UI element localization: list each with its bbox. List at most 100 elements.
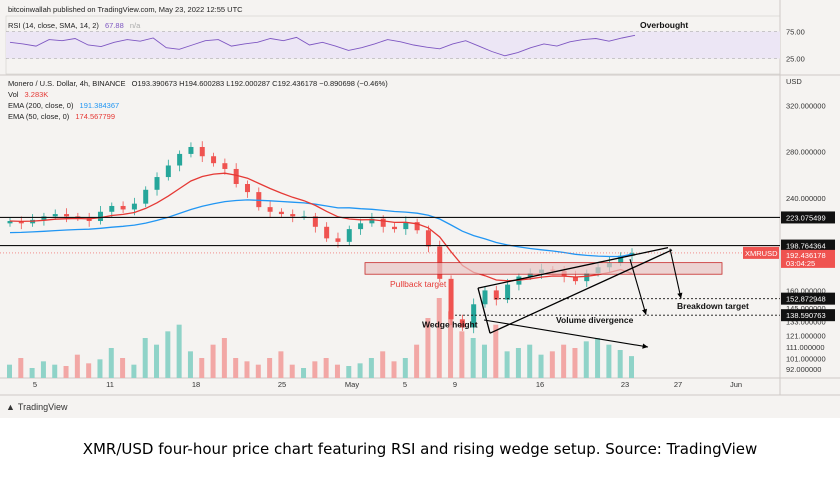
price-panel [7,141,635,334]
symbol-label: Monero / U.S. Dollar, 4h, BINANCE [8,79,126,88]
level-tag [781,239,835,252]
wedge-height-line [477,287,491,334]
candle-body [425,230,431,247]
candle-body [7,221,13,224]
volume-bar [40,361,46,378]
ema200-legend: EMA (200, close, 0) 191.384367 [8,101,123,110]
time-tick-label: 9 [453,380,457,389]
ema200-label: EMA (200, close, 0) [8,101,74,110]
time-tick-label: 23 [621,380,629,389]
time-tick-label: 27 [674,380,682,389]
candle-body [572,276,578,282]
volume-bar [86,363,92,378]
volume-bar [154,344,160,378]
volume-bar [572,348,578,378]
vol-label: Vol [8,90,19,99]
rsi-label: RSI (14, close, SMA, 14, 2) [8,21,99,30]
candle-body [211,156,217,164]
drawing-overlay: Overbought XMRUSD Pullback target Breakdown… [0,20,780,349]
publisher-text: bitcoinwallah published on TradingView.c… [8,5,243,14]
volume-bar [402,358,408,378]
candle-body [154,177,160,190]
price-axis-unit: USD [786,77,802,86]
candle-body [18,221,24,224]
symbol-legend: Monero / U.S. Dollar, 4h, BINANCE O193.3… [8,79,392,88]
price-tick-label: 111.000000 [786,343,825,352]
volume-bar [493,324,499,378]
overbought-label: Overbought [640,20,688,30]
price-tick-label: 121.000000 [786,332,826,341]
candle-body [471,304,477,328]
volume-bar [108,348,114,378]
volume-bar [29,368,35,378]
tradingview-icon: ▲ [6,402,15,412]
candle-body [131,203,137,210]
volume-divergence-label: Volume divergence [556,315,634,325]
candle-body [244,184,250,193]
tradingview-logo[interactable]: ▲ TradingView [6,402,67,412]
candle-body [97,211,103,222]
candle-body [278,211,284,215]
wedge-height-label: Wedge height [422,319,478,329]
level-tag-label: 138.590763 [786,311,826,320]
candle-body [120,205,126,210]
candle-body [188,146,194,154]
time-axis: 5 11 18 25 May 5 9 16 23 27 Jun [33,380,742,389]
volume-bar [459,331,465,378]
volume-bar [267,358,273,378]
price-tag-value: 192.436178 [786,251,826,260]
ohlc-values: O193.390673 H194.600283 L192.000287 C192… [131,79,388,88]
ema200-value: 191.384367 [79,101,120,110]
price-tick-label: 145.000000 [786,304,826,313]
price-tick-label: 240.000000 [786,194,826,203]
volume-bar [357,363,363,378]
rsi-panel [6,31,780,59]
vol-legend: Vol 3.283K [8,90,52,99]
candle-body [346,229,352,242]
wedge-upper [477,246,669,289]
candle-body [199,146,205,157]
candle-body [312,216,318,227]
rsi-tick-label: 25.00 [786,55,805,64]
price-tick-label: 101.000000 [786,355,826,364]
candle-body [143,189,149,204]
candle-body [618,255,624,263]
volume-bar [210,344,216,378]
volume-bar [301,368,307,378]
volume-bar [583,341,589,378]
volume-bar [278,351,284,378]
ema50-line [9,172,633,282]
volume-bar [481,344,487,378]
price-tick-label: 133.000000 [786,318,826,327]
volume-bar [7,364,12,378]
candle-body [505,284,511,300]
wedge-lower [489,249,673,334]
candle-body [392,226,398,230]
volume-bar [549,351,555,378]
volume-bar [289,364,295,378]
vol-value: 3.283K [24,90,49,99]
candle-body [448,278,454,320]
volume-bar [368,358,374,378]
candle-body [109,205,115,212]
volume-divergence-arrow-head [642,343,648,349]
level-tag-label: 223.075499 [786,213,826,222]
candle-body [64,214,70,217]
candle-body [358,223,364,230]
candle-body [233,168,239,184]
figure-caption: XMR/USD four-hour price chart featuring … [82,440,758,458]
candle-body [222,163,228,169]
volume-bar [504,351,510,378]
candle-body [527,273,533,277]
candle-body [324,226,330,239]
price-tick-label: 92.000000 [786,365,821,374]
candle-body [41,216,47,220]
volume-bar [527,344,533,378]
time-tick-label: 18 [192,380,200,389]
chart-canvas[interactable]: Overbought XMRUSD Pullback target Breakdown… [0,0,840,418]
time-tick-label: 11 [106,380,114,389]
candle-body [335,238,341,242]
volume-bar [233,358,239,378]
volume-bar [74,354,80,378]
breakdown-arrow-1-head [677,292,683,299]
